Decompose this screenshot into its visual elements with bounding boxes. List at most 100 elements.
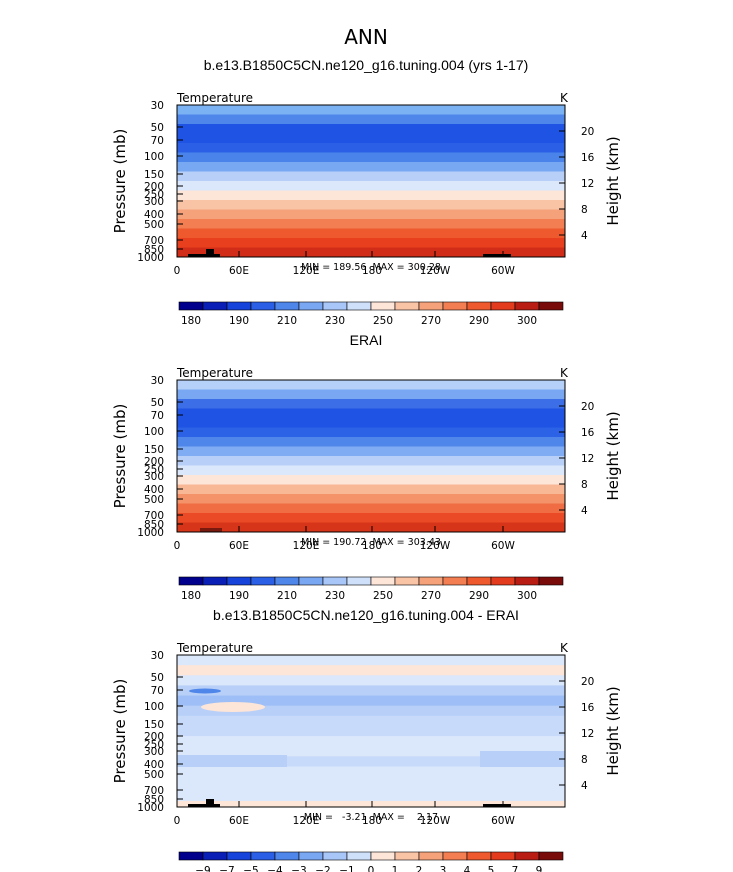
colorbar-swatch xyxy=(178,301,204,311)
colorbar-swatch xyxy=(346,851,372,861)
plot-frame xyxy=(176,104,566,258)
colorbar-label: 180 xyxy=(181,315,201,327)
variable-label: Temperature xyxy=(176,641,253,655)
panels: b.e13.B1850C5CN.ne120_g16.tuning.004 (yr… xyxy=(111,57,622,872)
contour-band xyxy=(177,494,565,505)
y-tick-label: 700 xyxy=(144,785,164,797)
x-tick-label: 120E xyxy=(293,265,320,277)
contour-band xyxy=(177,408,565,419)
topography xyxy=(200,528,222,532)
contour-band xyxy=(177,389,565,400)
colorbar-swatch xyxy=(346,301,372,311)
y-tick-label: 150 xyxy=(144,169,164,181)
y-right-axis-title: Height (km) xyxy=(604,136,622,225)
contour-band xyxy=(177,484,565,495)
colorbar-label: 190 xyxy=(229,315,249,327)
contour-band xyxy=(177,171,565,182)
y-tick-label: 850 xyxy=(144,519,164,531)
y-tick-label: 100 xyxy=(144,426,164,438)
contour-band xyxy=(177,238,565,249)
colorbar-label: 190 xyxy=(229,590,249,602)
colorbar-label: −5 xyxy=(243,865,258,872)
colorbar-label: 9 xyxy=(536,865,543,872)
panel-title: b.e13.B1850C5CN.ne120_g16.tuning.004 - E… xyxy=(213,607,519,623)
contour-band xyxy=(177,675,565,686)
colorbar-swatch xyxy=(274,851,300,861)
colorbar-swatch xyxy=(442,851,468,861)
y-right-tick-label: 20 xyxy=(581,401,594,413)
units-label: K xyxy=(560,91,569,105)
colorbar-label: −9 xyxy=(195,865,210,872)
contour-fill xyxy=(177,380,565,532)
contour-band xyxy=(177,756,565,768)
y-right-tick-label: 16 xyxy=(581,702,595,714)
colorbar-swatch xyxy=(514,851,540,861)
y-tick-label: 300 xyxy=(144,196,164,208)
y-right-tick-label: 20 xyxy=(581,676,594,688)
contour-band xyxy=(177,665,565,676)
contour-band xyxy=(177,427,565,438)
colorbar-label: 3 xyxy=(440,865,447,872)
y-axis-title: Pressure (mb) xyxy=(111,129,129,234)
colorbar-label: 180 xyxy=(181,590,201,602)
y-tick-label: 1000 xyxy=(137,252,164,264)
contour-band xyxy=(177,446,565,457)
contour-patch xyxy=(201,702,265,712)
contour-band xyxy=(177,475,565,486)
y-right-tick-label: 12 xyxy=(581,728,594,740)
contour-band xyxy=(177,655,565,666)
colorbar-label: 7 xyxy=(512,865,519,872)
y-tick-label: 1000 xyxy=(137,527,164,539)
y-right-axis-title: Height (km) xyxy=(604,686,622,775)
colorbar-swatch xyxy=(538,301,564,311)
y-tick-label: 850 xyxy=(144,244,164,256)
colorbar-swatch xyxy=(442,576,468,586)
colorbar-swatch xyxy=(226,576,252,586)
colorbar-swatch xyxy=(490,851,516,861)
plot-frame xyxy=(176,379,566,533)
y-tick-label: 500 xyxy=(144,219,164,231)
x-tick-label: 0 xyxy=(174,815,181,827)
panel-title: ERAI xyxy=(350,332,383,348)
colorbar-swatch xyxy=(226,851,252,861)
contour-band xyxy=(177,380,565,391)
contour-band xyxy=(177,228,565,239)
colorbar-label: 270 xyxy=(421,590,441,602)
colorbar-label: 250 xyxy=(373,590,393,602)
contour-patch xyxy=(189,688,221,694)
y-right-tick-label: 12 xyxy=(581,453,594,465)
y-axis-title: Pressure (mb) xyxy=(111,404,129,509)
plot-frame xyxy=(176,654,566,808)
contour-fill xyxy=(177,105,565,257)
colorbar-label: 0 xyxy=(368,865,375,872)
topography xyxy=(188,254,220,257)
contour-band xyxy=(177,513,565,524)
colorbar-swatch xyxy=(538,851,564,861)
contour-band xyxy=(177,152,565,163)
colorbar-swatch xyxy=(250,851,276,861)
contour-fill xyxy=(177,655,565,807)
y-tick-label: 100 xyxy=(144,151,164,163)
contour-band xyxy=(177,418,565,429)
colorbar-label: −4 xyxy=(267,865,283,872)
y-tick-label: 400 xyxy=(144,484,164,496)
topography xyxy=(483,804,511,807)
contour-band xyxy=(177,725,565,737)
main-title: ANN xyxy=(344,25,388,49)
y-right-tick-label: 4 xyxy=(581,230,588,242)
contour-patch xyxy=(480,751,565,767)
colorbar-swatch xyxy=(466,301,492,311)
x-tick-label: 60E xyxy=(229,815,249,827)
colorbar-swatch xyxy=(322,576,348,586)
colorbar-swatch xyxy=(514,576,540,586)
contour-band xyxy=(177,124,565,135)
contour-band xyxy=(177,247,565,257)
x-tick-label: 120W xyxy=(420,540,451,552)
colorbar: 180 190 210 230 250 270 290 300 xyxy=(178,301,564,327)
contour-band xyxy=(177,456,565,467)
colorbar-swatch xyxy=(274,301,300,311)
x-tick-label: 60W xyxy=(491,815,515,827)
colorbar-label: 4 xyxy=(464,865,471,872)
y-tick-label: 70 xyxy=(151,135,164,147)
